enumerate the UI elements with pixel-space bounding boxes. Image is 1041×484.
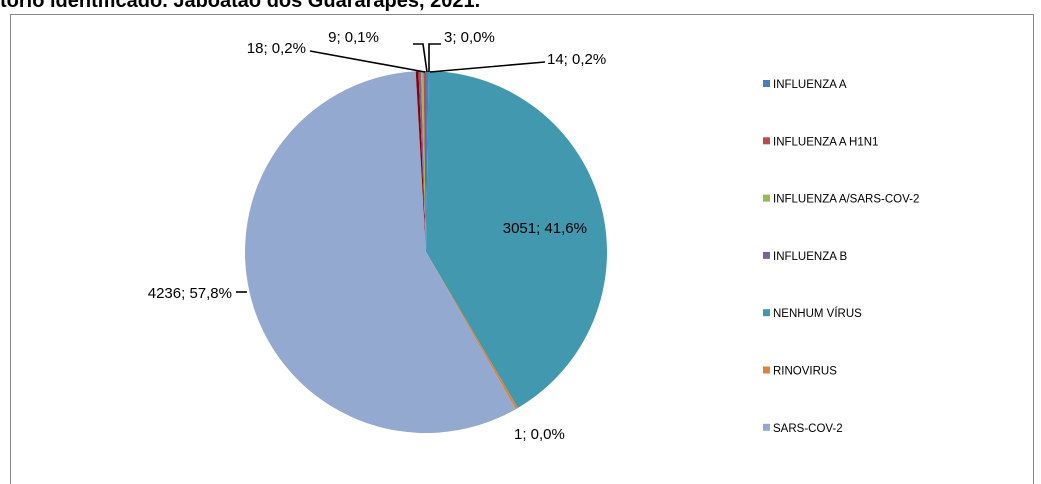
legend: INFLUENZA A INFLUENZA A H1N1 INFLUENZA A/S… — [763, 79, 919, 435]
legend-swatch — [763, 309, 770, 317]
legend-swatch — [763, 423, 770, 431]
leader-line — [429, 61, 546, 73]
legend-swatch — [763, 366, 770, 374]
legend-label: INFLUENZA A H1N1 — [773, 136, 878, 148]
legend-swatch — [763, 251, 770, 259]
data-label: 18; 0,2% — [247, 40, 306, 57]
legend-label: SARS-COV-2 — [773, 423, 843, 435]
legend-swatch — [763, 80, 770, 87]
leader-line — [428, 43, 441, 72]
data-labels: 14; 0,2% 1; 0,0% 3; 0,0% 9; 0,1% 3051; 41,6%… — [148, 29, 606, 443]
data-label: 4236; 57,8% — [148, 285, 232, 302]
data-label: 9; 0,1% — [328, 29, 379, 46]
legend-label: RINOVIRUS — [773, 366, 837, 378]
data-label: 3051; 41,6% — [503, 220, 587, 237]
pie-slice-influenza-a-sars-cov-2 — [420, 71, 426, 252]
legend-label: INFLUENZA B — [773, 251, 847, 263]
legend-swatch — [763, 137, 770, 145]
legend-swatch — [763, 194, 770, 202]
pie-slices — [245, 71, 607, 434]
data-label: 1; 0,0% — [514, 426, 565, 443]
pie-slice-influenza-a — [426, 71, 429, 252]
legend-label: NENHUM VÍRUS — [773, 307, 862, 320]
pie-slice-outros — [415, 71, 426, 252]
leader-line — [413, 43, 428, 73]
data-label: 14; 0,2% — [547, 51, 606, 68]
pie-slice-influenza-a-h1n1 — [423, 71, 426, 252]
data-label: 3; 0,0% — [444, 29, 495, 46]
pie-slice-influenza-b — [418, 71, 426, 252]
leader-line — [309, 50, 426, 73]
pie-slice-rinovirus — [426, 252, 518, 410]
pie-slice-nenhum-v-rus — [426, 71, 607, 408]
chart-title: tório identificado. Jaboatão dos Guarara… — [0, 0, 481, 12]
leader-lines — [236, 43, 546, 293]
chart-frame — [10, 14, 1034, 484]
legend-label: INFLUENZA A/SARS-COV-2 — [773, 194, 919, 206]
pie-slice-sars-cov-2 — [245, 71, 516, 434]
legend-label: INFLUENZA A — [773, 79, 847, 91]
